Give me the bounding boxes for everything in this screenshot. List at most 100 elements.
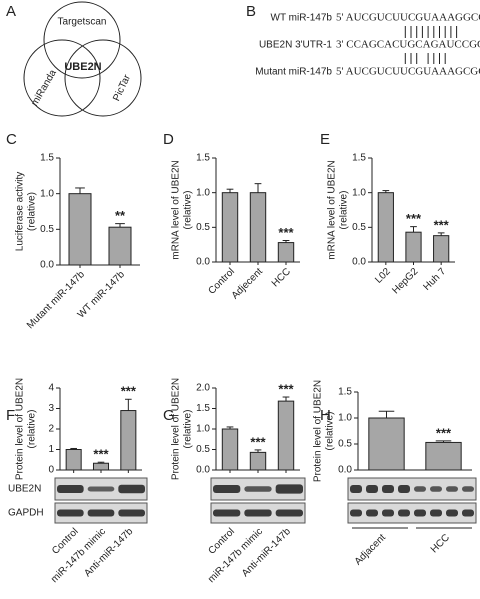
x-tick-label: Huh 7 [422, 266, 449, 293]
blot-band [213, 509, 241, 517]
y-tick-label: 0.0 [196, 257, 210, 268]
panel-letter: A [6, 3, 16, 20]
bar [433, 235, 450, 263]
venn-center: UBE2N [64, 61, 101, 73]
blot-band [57, 509, 84, 517]
blot-band [118, 509, 145, 517]
sequence-name: Mutant miR-147b [255, 67, 332, 78]
y-tick-label: 0.0 [338, 465, 352, 476]
y-tick-label: 1.0 [196, 424, 210, 435]
y-tick-label: 2 [48, 424, 54, 435]
y-tick-label: 1 [48, 444, 54, 455]
y-tick-label: 0.0 [352, 257, 366, 268]
y-axis-label: Protein level of UBE2N [15, 378, 26, 480]
blot-label: UBE2N [8, 484, 41, 495]
y-tick-label: 1.5 [338, 387, 352, 398]
bar [377, 192, 394, 263]
y-tick-label: 1.0 [196, 187, 210, 198]
sequence-name: UBE2N 3'UTR-1 [259, 40, 332, 51]
y-axis-label: mRNA level of UBE2N [327, 160, 338, 259]
blot-band [350, 509, 362, 517]
y-axis-label: (relative) [27, 410, 38, 449]
y-tick-label: 4 [48, 383, 54, 394]
blot-band [87, 486, 115, 492]
blot-band [275, 484, 303, 494]
y-tick-label: 0.5 [40, 224, 54, 235]
blot-band [275, 509, 303, 517]
blot-band [446, 509, 458, 517]
bar [65, 449, 82, 471]
panel-letter: E [320, 131, 330, 148]
panel-letter: H [320, 407, 331, 424]
y-tick-label: 1.0 [40, 188, 54, 199]
y-tick-label: 0.5 [352, 222, 366, 233]
x-tick-label: L02 [373, 266, 393, 286]
x-tick-label: Anti-miR-147b [82, 526, 135, 579]
blot-band [87, 509, 115, 517]
blot-band [398, 485, 410, 493]
bar [68, 193, 92, 266]
x-tick-label: HepG2 [390, 266, 420, 296]
venn-set-label: Targetscan [58, 17, 107, 28]
y-tick-label: 1.5 [40, 153, 54, 164]
y-axis-label: Protein level of UBE2N [171, 378, 182, 480]
blot-band [244, 486, 272, 492]
venn-circle [64, 39, 142, 117]
y-tick-label: 1.5 [352, 153, 366, 164]
blot-band [382, 485, 394, 493]
significance: *** [278, 225, 294, 240]
y-axis-label: (relative) [339, 191, 350, 230]
bar [368, 417, 405, 471]
y-tick-label: 0.5 [338, 439, 352, 450]
y-tick-label: 1.5 [196, 403, 210, 414]
blot-band [462, 509, 474, 517]
sequence: 5' AUCGUCUUCGUAAAGCGCACUG 3' [336, 66, 480, 78]
x-tick-label: Mutant miR-147b [25, 269, 87, 331]
venn-circle [23, 39, 101, 117]
sequence-name: WT miR-147b [271, 13, 333, 24]
significance: *** [93, 447, 109, 462]
blot-label: GAPDH [8, 508, 44, 519]
bar [425, 441, 462, 471]
y-axis-label: (relative) [183, 410, 194, 449]
x-tick-label: Anti-miR-147b [240, 526, 293, 579]
significance: *** [436, 425, 452, 440]
x-tick-label: Adjecent [230, 266, 265, 301]
y-axis-label: Protein level of UBE2N [313, 380, 324, 482]
panel-letter: D [163, 131, 174, 148]
blot-band [430, 509, 442, 517]
blot-band [382, 509, 394, 517]
blot-band [244, 509, 272, 517]
blot-band [430, 486, 442, 492]
bar [120, 410, 137, 471]
panel-letter: C [6, 131, 17, 148]
y-tick-label: 0.0 [196, 465, 210, 476]
bar [249, 192, 267, 263]
blot-band [446, 486, 458, 492]
venn-set-label: PicTar [111, 73, 133, 103]
bar [221, 192, 239, 263]
sequence: 3' CCAGCACUGCAGAUCCGCACAG 5' [336, 39, 480, 51]
significance: ** [115, 208, 126, 223]
panel-letter: B [246, 3, 256, 20]
y-tick-label: 0 [48, 465, 54, 476]
bar [249, 451, 267, 471]
x-tick-label: HCC [429, 532, 452, 555]
blot-band [57, 485, 84, 493]
panel-letter: F [6, 407, 15, 424]
venn-set-label: miRanda [29, 68, 59, 109]
y-tick-label: 0.5 [196, 444, 210, 455]
y-axis-label: (relative) [325, 412, 336, 451]
significance: *** [250, 434, 266, 449]
y-axis-label: (relative) [183, 191, 194, 230]
bar [108, 226, 132, 266]
bar [92, 462, 110, 471]
y-axis-label: Luciferase activity [15, 172, 26, 251]
bar [277, 400, 295, 471]
blot-band [366, 485, 378, 493]
y-tick-label: 3 [48, 403, 54, 414]
blot-panel [347, 502, 477, 524]
blot-band [462, 486, 474, 492]
y-axis-label: mRNA level of UBE2N [171, 160, 182, 259]
